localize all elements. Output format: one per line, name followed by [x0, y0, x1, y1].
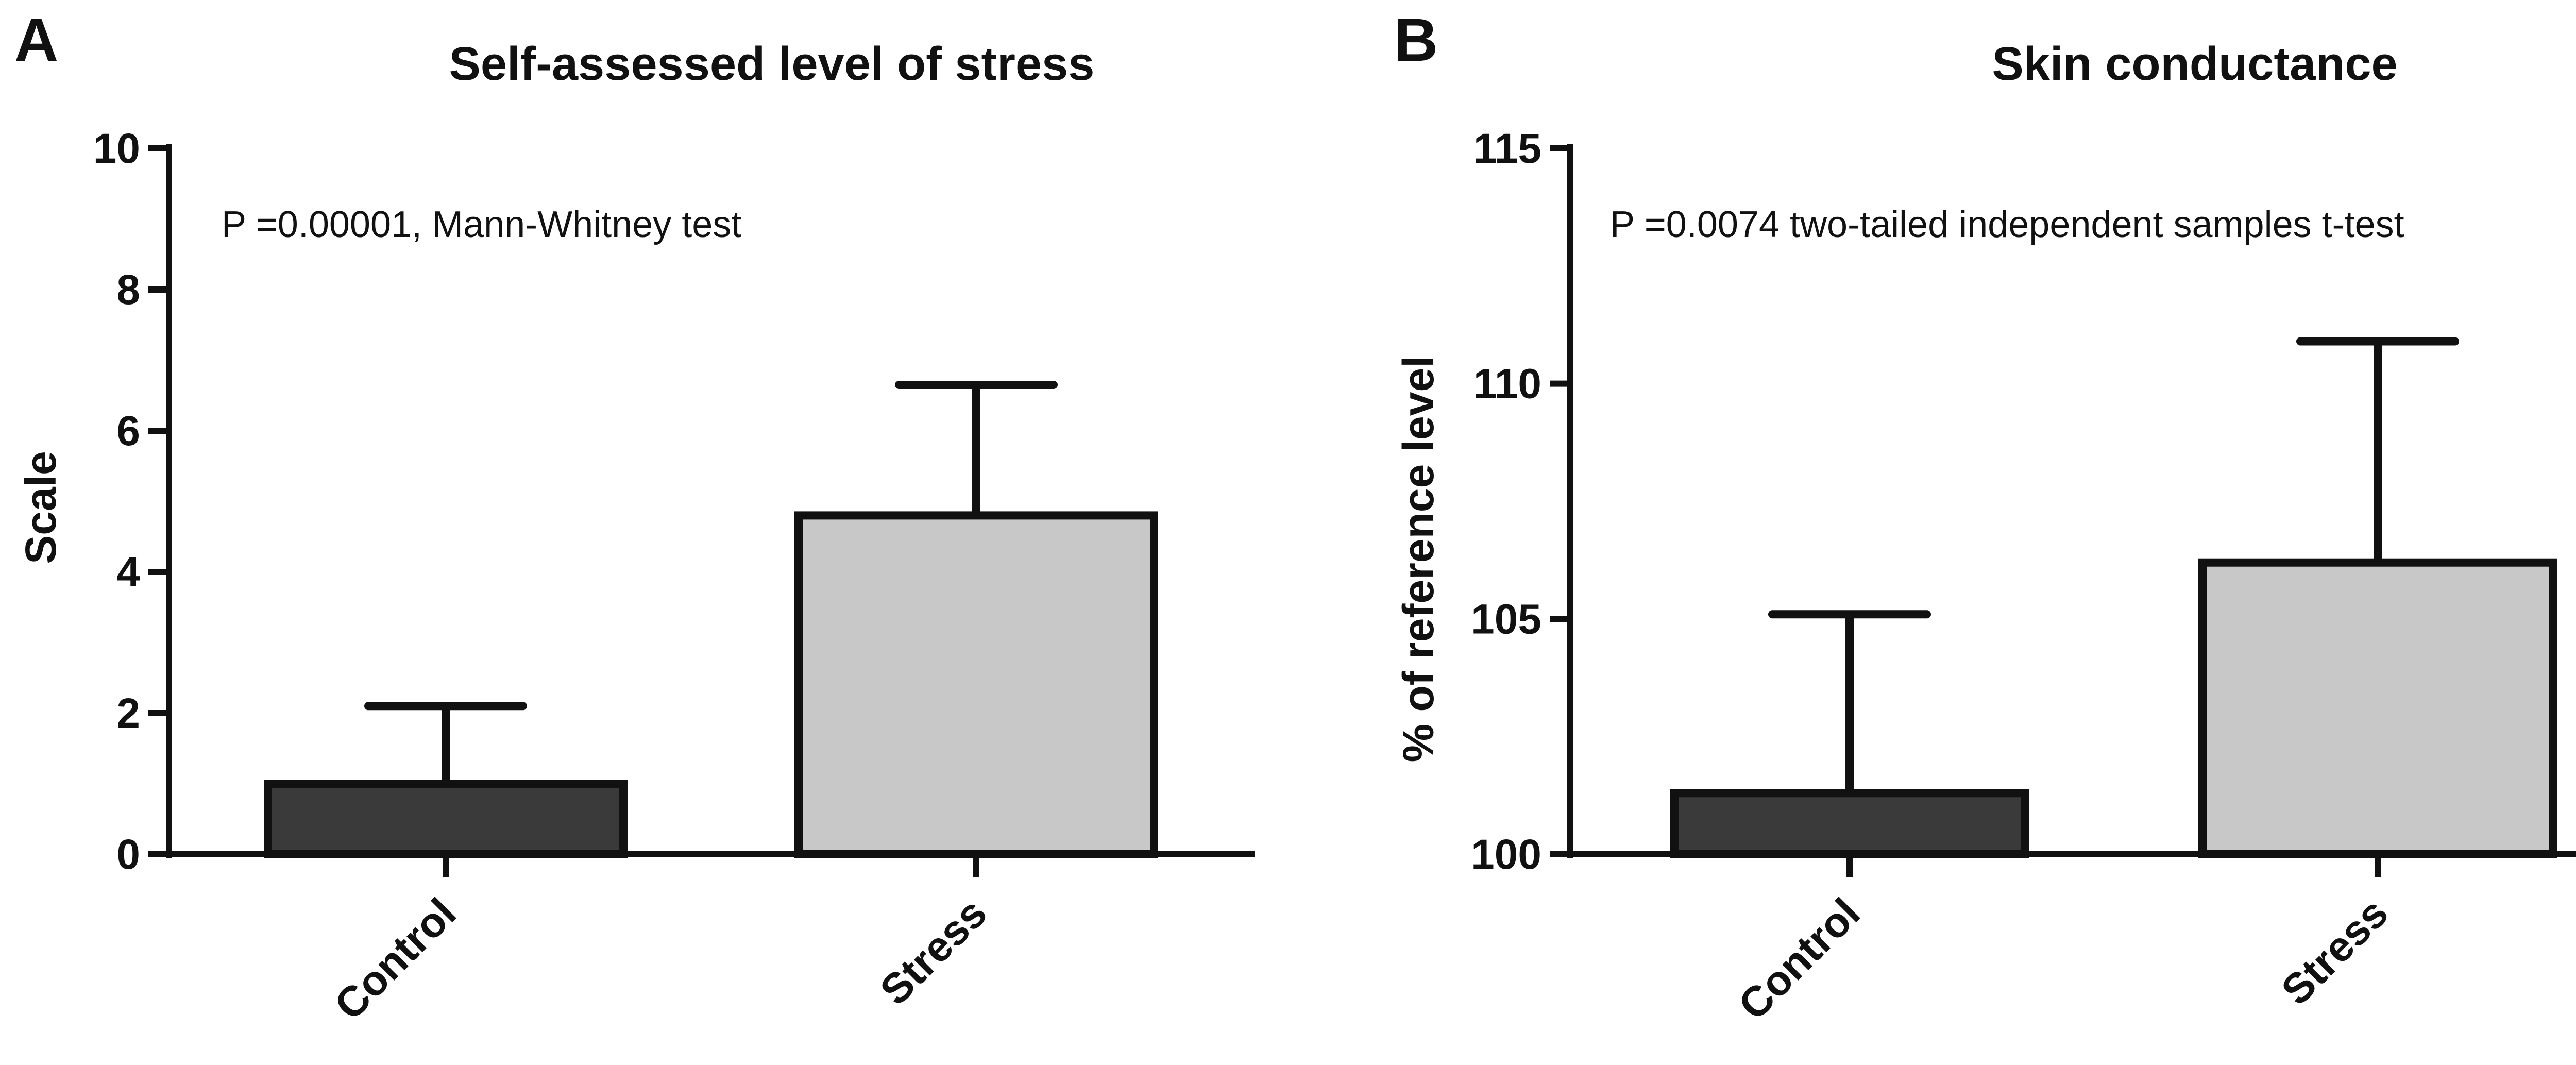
panel-b-y-axis-label: % of reference level	[1394, 356, 1443, 762]
panel-b-y-tick-label: 105	[1471, 596, 1541, 643]
panel-b-y-tick-label: 110	[1473, 361, 1541, 408]
panel-a-y-axis-label: Scale	[16, 451, 65, 564]
panel-a-x-tick-label-control: Control	[326, 889, 465, 1028]
panel-b-x-tick-label-control: Control	[1730, 889, 1869, 1028]
panel-a-annotation: P =0.00001, Mann-Whitney test	[222, 204, 741, 245]
panel-b-annotation: P =0.0074 two-tailed independent samples…	[1610, 204, 2404, 245]
panel-a: A Self-assessed level of stress Scale P …	[14, 6, 1255, 1029]
panel-b-plot-area: 100 105 110 115 Control Stress	[1471, 125, 2576, 1029]
panel-b: B Skin conductance % of reference level …	[1394, 6, 2576, 1029]
panel-a-y-tick-label: 2	[116, 690, 140, 737]
panel-a-control-bar	[264, 780, 628, 858]
panel-a-x-tick-label-stress: Stress	[871, 889, 996, 1014]
panel-b-letter: B	[1394, 6, 1438, 74]
panel-a-y-tick-label: 6	[116, 408, 140, 454]
panel-b-x-tick-label-stress: Stress	[2273, 889, 2397, 1014]
panel-a-y-tick-label: 8	[116, 266, 140, 313]
panel-a-letter: A	[14, 6, 58, 74]
panel-b-y-tick-label: 115	[1473, 125, 1541, 172]
panel-b-stress-bar	[2198, 558, 2557, 858]
panel-a-y-tick-label: 10	[93, 125, 140, 172]
panel-a-y-tick-label: 4	[116, 549, 140, 596]
panel-b-title: Skin conductance	[1992, 38, 2397, 90]
panel-a-stress-bar	[794, 511, 1158, 858]
panel-b-control-bar	[1670, 789, 2029, 859]
panel-a-plot-area: 0 2 4 6 8 10 Control Stress	[93, 125, 1255, 1029]
panel-a-y-tick-label: 0	[116, 831, 140, 878]
panel-b-y-tick-label: 100	[1471, 831, 1541, 878]
panel-a-title: Self-assessed level of stress	[449, 38, 1095, 90]
